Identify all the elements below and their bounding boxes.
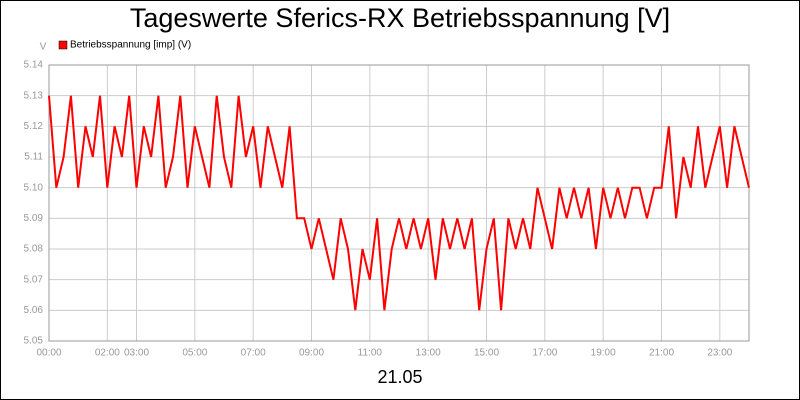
- x-tick-label: 21:00: [649, 348, 674, 359]
- y-tick-label: 5.13: [24, 90, 44, 101]
- y-tick-label: 5.07: [24, 274, 44, 285]
- x-tick-label: 09:00: [299, 348, 324, 359]
- x-tick-label: 11:00: [358, 348, 383, 359]
- x-tick-label: 07:00: [241, 348, 266, 359]
- y-tick-label: 5.12: [24, 121, 44, 132]
- y-tick-label: 5.08: [24, 244, 44, 255]
- y-tick-label: 5.06: [24, 305, 44, 316]
- x-tick-label: 02:00: [95, 348, 120, 359]
- legend-label: Betriebsspannung [imp] (V): [70, 40, 191, 51]
- y-tick-label: 5.09: [24, 213, 44, 224]
- x-tick-label: 03:00: [124, 348, 149, 359]
- x-tick-label: 05:00: [182, 348, 207, 359]
- y-axis-label: V: [40, 42, 47, 53]
- legend-swatch: [58, 40, 68, 50]
- x-tick-label: 23:00: [707, 348, 732, 359]
- plot-border: [48, 64, 750, 342]
- y-tick-label: 5.05: [24, 336, 44, 347]
- x-tick-label: 13:00: [416, 348, 441, 359]
- chart-title: Tageswerte Sferics-RX Betriebsspannung […: [130, 3, 670, 33]
- x-tick-label: 15:00: [474, 348, 499, 359]
- y-tick-label: 5.14: [24, 60, 44, 71]
- x-tick-label: 00:00: [36, 348, 61, 359]
- plot-area: [48, 64, 750, 342]
- y-tick-label: 5.10: [24, 182, 44, 193]
- data-line: [48, 95, 750, 311]
- x-tick-label: 19:00: [591, 348, 616, 359]
- y-tick-label: 5.11: [24, 152, 43, 163]
- x-tick-label: 17:00: [532, 348, 557, 359]
- x-axis-label: 21.05: [377, 367, 422, 387]
